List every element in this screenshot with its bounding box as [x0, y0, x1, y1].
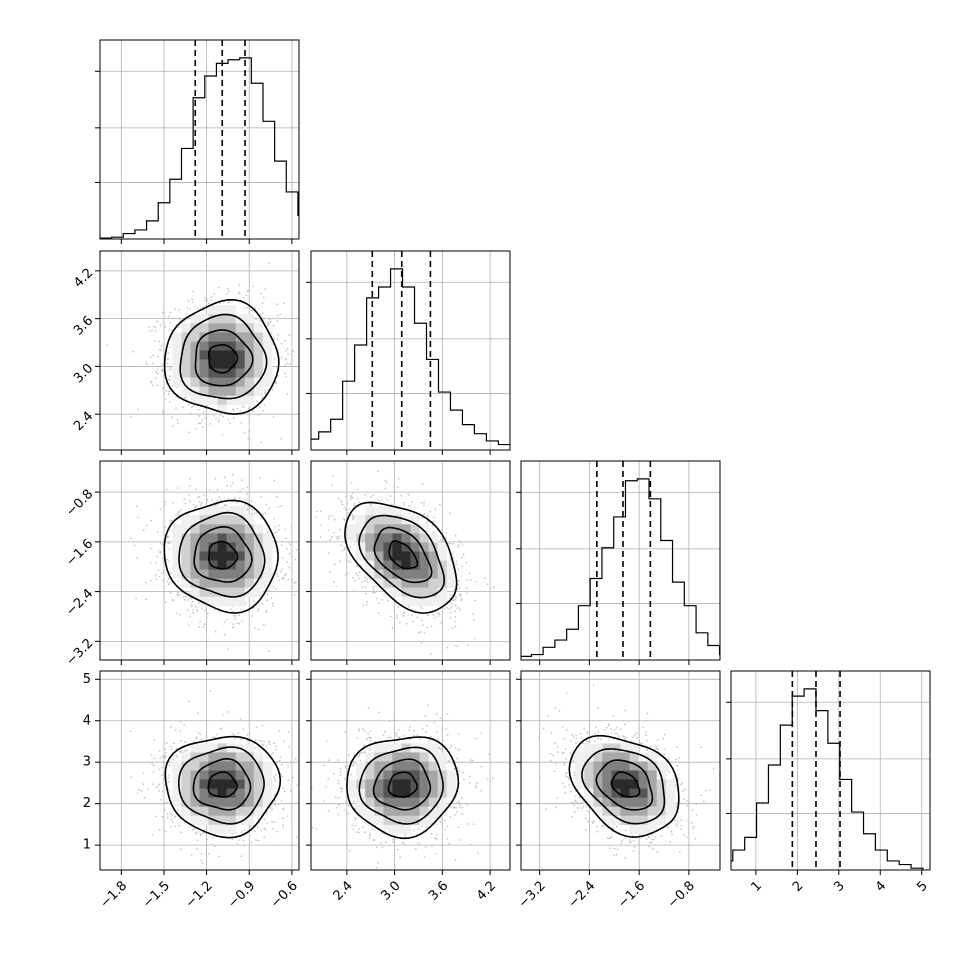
panel-frame [99, 250, 300, 451]
x-tick-label: −1.6 [615, 878, 648, 911]
contour-level-1 [387, 771, 418, 798]
y-tick-label: 3.6 [71, 313, 96, 338]
histogram-steps [731, 688, 924, 870]
panel-frame [99, 670, 300, 871]
panel-frame [99, 460, 300, 661]
panel-frame [520, 460, 721, 661]
y-tick-label: 5 [83, 672, 91, 687]
scatter-points [106, 262, 295, 443]
scatter-panel-r4-c1: 1 2 3 4 5 −1.8 −1.5 −1.2 −0.9 −0.6 [83, 670, 301, 911]
density-blocks [347, 743, 457, 835]
x-tick-label: 5 [914, 878, 930, 894]
x-tick-label: 3.6 [426, 878, 451, 903]
scatter-points [129, 690, 299, 870]
contours [344, 501, 458, 614]
density-layer [538, 684, 715, 860]
histogram-panel-2 [306, 250, 511, 455]
panel-frame [730, 670, 931, 871]
contour-level-3 [179, 313, 268, 400]
panel-frame [310, 670, 511, 871]
contour-level-1 [207, 771, 238, 798]
x-tick-label: −1.8 [97, 878, 130, 911]
histogram-panel-3 [516, 460, 721, 665]
contour-level-3 [358, 514, 446, 599]
x-tick-label: 2.4 [331, 878, 356, 903]
density-blocks [172, 743, 273, 835]
x-tick-label: −3.2 [516, 878, 549, 911]
contour-level-3 [178, 511, 266, 598]
scatter-panel-r4-c3: −3.2 −2.4 −1.6 −0.8 [516, 670, 721, 911]
x-tick-label: 3 [831, 878, 847, 894]
histogram-steps [311, 268, 510, 449]
contour-level-4 [346, 736, 460, 840]
density-layer [106, 262, 295, 443]
x-tick-label: 2 [790, 878, 806, 894]
density-layer [314, 470, 495, 655]
contour-level-2 [373, 526, 433, 584]
contour-level-4 [163, 298, 280, 415]
contour-level-3 [358, 746, 444, 825]
contour-level-3 [178, 746, 265, 825]
contours [164, 735, 282, 839]
panel-frame [520, 670, 721, 871]
x-tick-label: −1.5 [140, 878, 173, 911]
histogram-steps [521, 478, 720, 657]
contour-level-4 [344, 501, 458, 614]
y-tick-label: −3.2 [63, 636, 96, 669]
histogram-panel-4: 1 2 3 4 5 [726, 670, 931, 895]
x-tick-label: −0.9 [225, 878, 258, 911]
y-tick-label: 4.2 [71, 266, 96, 291]
y-tick-label: −0.8 [63, 487, 96, 520]
contour-level-2 [192, 757, 252, 811]
contour-level-3 [581, 748, 666, 825]
contours [163, 499, 279, 614]
contour-level-1 [208, 344, 239, 374]
scatter-panel-r3-c1: −3.2 −2.4 −1.6 −0.8 [63, 460, 300, 669]
histogram-panel-1 [95, 39, 300, 244]
contour-level-2 [372, 758, 432, 811]
y-tick-label: 1 [83, 838, 91, 853]
x-tick-label: −0.8 [665, 878, 698, 911]
y-tick-label: 3 [83, 755, 91, 770]
x-tick-label: 4 [873, 878, 889, 894]
x-tick-label: −2.4 [566, 878, 599, 911]
contours [346, 736, 460, 840]
scatter-points [130, 473, 298, 653]
panel-frame [310, 250, 511, 451]
panel-frame [99, 39, 300, 240]
y-tick-label: −1.6 [63, 537, 96, 570]
contour-level-4 [163, 499, 279, 614]
y-tick-label: 2.4 [71, 409, 96, 434]
y-tick-label: 4 [83, 713, 91, 728]
contour-level-2 [194, 329, 254, 387]
density-blocks [347, 506, 457, 607]
y-tick-label: 3.0 [71, 361, 96, 386]
y-tick-label: 2 [83, 796, 91, 811]
scatter-panel-r3-c2 [306, 460, 511, 665]
contours [568, 734, 680, 838]
density-layer [311, 704, 494, 869]
panel-frame [310, 460, 511, 661]
contour-level-1 [388, 540, 419, 570]
contour-level-1 [610, 771, 641, 798]
density-layer [130, 473, 298, 653]
contour-level-1 [208, 540, 239, 570]
y-tick-label: −2.4 [63, 586, 96, 619]
contour-level-2 [595, 759, 654, 811]
x-tick-label: 1 [748, 878, 764, 894]
x-tick-label: −1.2 [183, 878, 216, 911]
contour-level-4 [568, 734, 680, 838]
x-tick-label: −0.6 [268, 878, 301, 911]
scatter-panel-r2-c1: 2.4 3.0 3.6 4.2 [71, 250, 300, 455]
density-layer [129, 690, 299, 870]
density-blocks [172, 506, 273, 607]
contour-level-2 [193, 525, 253, 583]
contours [163, 298, 280, 415]
x-tick-label: 4.2 [474, 878, 499, 903]
scatter-panel-r4-c2: 2.4 3.0 3.6 4.2 [306, 670, 511, 904]
contour-level-4 [164, 735, 282, 839]
x-tick-label: 3.0 [378, 878, 403, 903]
